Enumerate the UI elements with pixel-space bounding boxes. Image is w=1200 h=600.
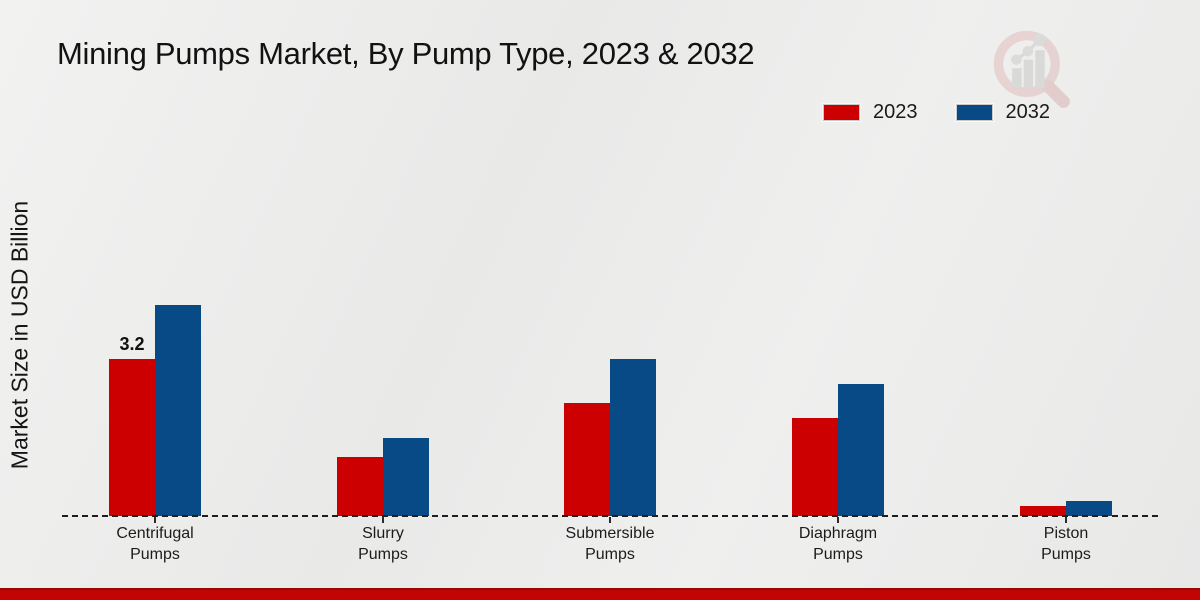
legend-swatch-2023 (823, 104, 860, 121)
bar-2032-diaphragm-pumps (838, 384, 884, 516)
market-research-magnifier-logo-icon (993, 30, 1070, 108)
x-axis-tick (382, 517, 384, 523)
x-axis-tick (154, 517, 156, 523)
footer-accent-strip (0, 588, 1200, 600)
x-axis-category-label: Diaphragm Pumps (798, 525, 878, 563)
x-axis-category-label: Centrifugal Pumps (116, 525, 194, 563)
bar-value-label: 3.2 (119, 334, 145, 354)
x-axis-category-label: Slurry Pumps (358, 525, 408, 563)
legend-label-2032: 2032 (1005, 101, 1051, 123)
bar-2032-centrifugal-pumps (155, 305, 201, 516)
bar-2023-piston-pumps (1020, 506, 1066, 516)
bar-2023-diaphragm-pumps (792, 418, 838, 516)
x-axis-tick (837, 517, 839, 523)
bar-2023-centrifugal-pumps (109, 359, 155, 516)
x-axis-baseline (62, 515, 1158, 517)
bar-2032-submersible-pumps (610, 359, 656, 516)
x-axis-category-label: Piston Pumps (1041, 525, 1091, 563)
bar-2023-submersible-pumps (564, 403, 610, 516)
legend-swatch-2032 (955, 104, 993, 121)
x-axis-tick (1065, 517, 1067, 523)
bar-2032-slurry-pumps (383, 438, 429, 516)
x-axis-category-label: Submersible Pumps (565, 525, 655, 563)
legend-item-2023: 2023 (823, 101, 918, 124)
legend-label-2023: 2023 (873, 101, 918, 123)
chart-title: Mining Pumps Market, By Pump Type, 2023 … (57, 36, 755, 71)
legend-item-2032: 2032 (955, 101, 1051, 124)
x-axis-tick (609, 517, 611, 523)
bar-2032-piston-pumps (1066, 501, 1112, 516)
bar-2023-slurry-pumps (337, 457, 383, 516)
legend: 2023 2032 (823, 101, 1050, 124)
